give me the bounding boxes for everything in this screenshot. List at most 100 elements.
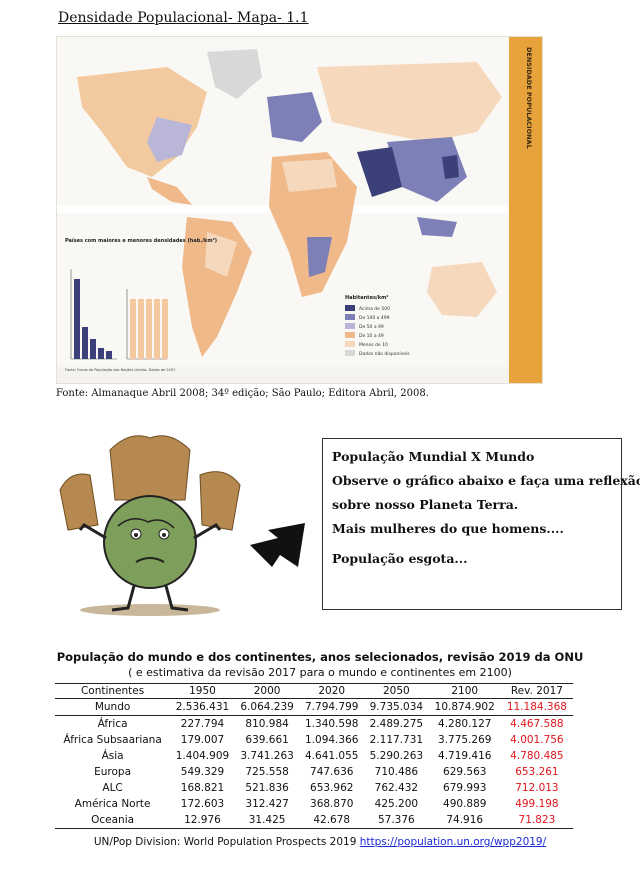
inset-chart-heading: Países com maiores e menores densidades … (65, 237, 217, 244)
table-cell: 4.280.127 (438, 718, 492, 730)
table-cell: 172.603 (180, 798, 225, 810)
table-subtitle: ( e estimativa da revisão 2017 para o mu… (128, 666, 512, 679)
side-banner-label: DENSIDADE POPULACIONAL (525, 47, 533, 149)
table-row: América Norte 172.603 312.427 368.870 425.20… (55, 796, 573, 812)
row-label: África (97, 718, 128, 730)
rev-2017-cell: 653.261 (515, 766, 559, 778)
legend-swatch (345, 305, 355, 311)
table-cell: 5.290.263 (369, 750, 424, 762)
table-cell: 3.741.263 (240, 750, 294, 762)
greenland-shape (207, 49, 262, 99)
legend-swatch (345, 350, 355, 356)
row-label: Mundo (55, 698, 171, 716)
legend-label: Menos de 10 (359, 342, 388, 348)
table-header-row: Continentes 1950 2000 2020 2050 2100 Rev… (55, 683, 573, 699)
rev-2017-cell: 4.780.485 (510, 750, 564, 762)
asia-shape (317, 62, 502, 142)
table-cell: 653.962 (310, 782, 354, 794)
legend-label: De 50 a 99 (359, 324, 384, 330)
map-legend: Acima de 500 De 100 a 499 De 50 a 99 De 10 … (345, 305, 410, 357)
row-label: ALC (102, 782, 123, 794)
table-cell: 710.486 (374, 766, 419, 778)
row-label: Oceania (55, 812, 171, 829)
table-cell: 747.636 (310, 766, 354, 778)
population-table: Continentes 1950 2000 2020 2050 2100 Rev… (55, 683, 573, 829)
table-row: Ásia 1.404.909 3.741.263 4.641.055 5.290.263… (55, 748, 573, 764)
page-title: Densidade Populacional- Mapa- 1.1 (58, 10, 309, 26)
table-cell: 7.794.799 (299, 698, 365, 716)
table-row: África Subsaariana 179.007 639.661 1.094.36… (55, 732, 573, 748)
table-cell: 639.661 (245, 734, 289, 746)
population-density-map: DENSIDADE POPULACIONAL Países com maiore… (56, 36, 543, 384)
table-cell: 4.641.055 (305, 750, 359, 762)
table-cell: 679.993 (443, 782, 487, 794)
table-cell: 312.427 (245, 798, 289, 810)
table-cell: 1.404.909 (175, 750, 230, 762)
rev-2017-cell: 4.001.756 (510, 734, 564, 746)
column-header: Continentes (55, 683, 171, 699)
legend-title: Habitantes/km² (345, 295, 388, 301)
table-cell: 521.836 (245, 782, 289, 794)
legend-label: Acima de 500 (359, 306, 390, 312)
table-cell: 10.874.902 (428, 698, 501, 716)
rev-2017-cell: 4.467.588 (510, 718, 564, 730)
table-cell: 490.889 (443, 798, 487, 810)
table-cell: 629.563 (443, 766, 487, 778)
table-cell: 810.984 (245, 718, 289, 730)
table-cell: 425.200 (374, 798, 419, 810)
rev-2017-cell: 11.184.368 (500, 698, 573, 716)
table-cell: 2.489.275 (369, 718, 424, 730)
column-header: 2050 (364, 683, 429, 699)
legend-swatch (345, 314, 355, 320)
australia-shape (427, 262, 497, 317)
south-america-shape (182, 217, 252, 357)
row-label: Europa (94, 766, 132, 778)
reflection-line: População esgota... (332, 551, 468, 566)
table-row: Mundo 2.536.431 6.064.239 7.794.799 9.735.03… (55, 698, 573, 716)
table-cell: 3.775.269 (438, 734, 492, 746)
table-cell: 42.678 (299, 812, 365, 829)
reflection-line: sobre nosso Planeta Terra. (332, 497, 519, 512)
row-label: Ásia (101, 750, 124, 762)
table-cell: 2.536.431 (170, 698, 235, 716)
reflection-line: Observe o gráfico abaixo e faça uma refl… (332, 473, 640, 488)
column-header: 1950 (170, 683, 235, 699)
globe-face (103, 495, 197, 589)
table-cell: 6.064.239 (234, 698, 300, 716)
table-cell: 725.558 (245, 766, 289, 778)
side-banner (509, 37, 542, 383)
earth-crowd-illustration (59, 435, 241, 616)
table-cell: 12.976 (170, 812, 235, 829)
table-cell: 2.117.731 (369, 734, 424, 746)
table-cell: 368.870 (310, 798, 354, 810)
reflection-box: População Mundial X Mundo Observe o gráf… (322, 438, 640, 610)
row-label: África Subsaariana (63, 734, 162, 746)
legend-label: De 100 a 499 (359, 315, 390, 321)
table-footer: UN/Pop Division: World Population Prospe… (0, 836, 640, 848)
legend-swatch (345, 323, 355, 329)
rev-2017-cell: 499.198 (515, 798, 559, 810)
map-source: Fonte: Almanaque Abril 2008; 34º edição;… (56, 388, 429, 399)
table-row: Oceania 12.976 31.425 42.678 57.376 74.916 71.… (55, 812, 573, 829)
legend-label: De 10 a 49 (359, 333, 384, 339)
row-label: América Norte (74, 798, 151, 810)
table-cell: 179.007 (180, 734, 225, 746)
table-cell: 1.340.598 (305, 718, 359, 730)
table-cell: 74.916 (428, 812, 501, 829)
table-cell: 762.432 (374, 782, 419, 794)
rev-2017-cell: 71.823 (500, 812, 573, 829)
column-header: 2000 (234, 683, 300, 699)
table-cell: 31.425 (234, 812, 300, 829)
wpp-link[interactable]: https://population.un.org/wpp2019/ (359, 836, 547, 848)
pointing-arrow-icon (240, 505, 310, 575)
overpopulated-earth-cartoon (50, 430, 250, 620)
table-cell: 1.094.366 (305, 734, 359, 746)
table-row: ALC 168.821 521.836 653.962 762.432 679.993 71… (55, 780, 573, 796)
table-cell: 4.719.416 (438, 750, 492, 762)
column-header: 2020 (299, 683, 365, 699)
europe-shape (267, 92, 322, 142)
legend-swatch (345, 341, 355, 347)
table-cell: 9.735.034 (364, 698, 429, 716)
world-map-graphic: DENSIDADE POPULACIONAL Países com maiore… (57, 37, 542, 383)
table-row: África 227.794 810.984 1.340.598 2.489.275 4.… (55, 716, 573, 733)
